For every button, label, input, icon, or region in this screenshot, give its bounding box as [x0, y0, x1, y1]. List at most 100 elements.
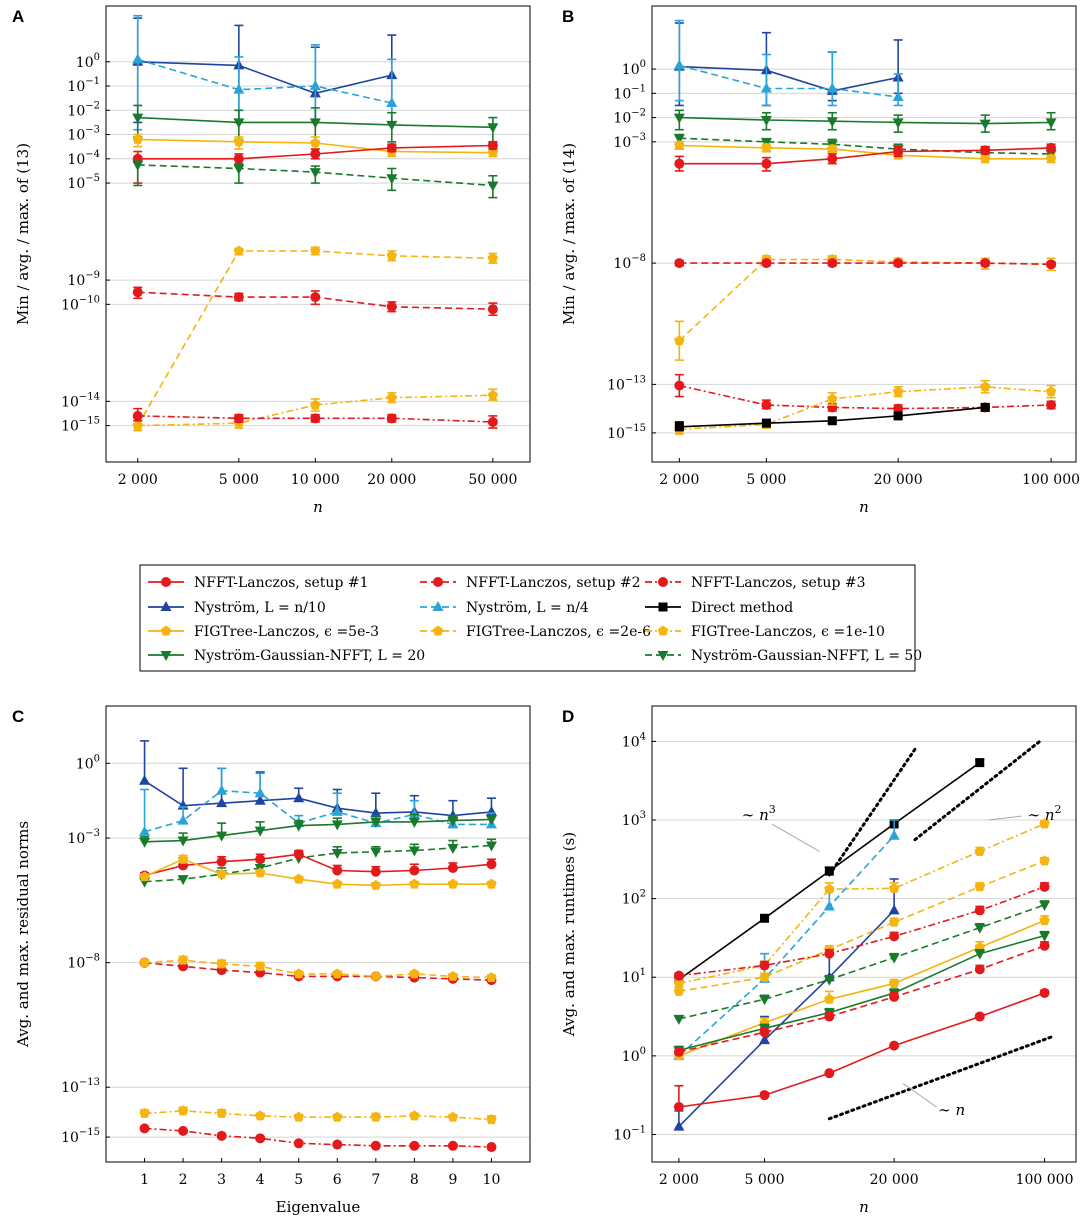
y-tick-label: 10−2	[613, 108, 646, 127]
data-point	[255, 1133, 266, 1144]
data-point	[673, 1046, 684, 1057]
data-point	[293, 792, 305, 803]
data-point	[1039, 818, 1050, 829]
x-tick-label: 20 000	[870, 1172, 919, 1188]
y-tick-label: 10−3	[67, 828, 100, 847]
data-point	[974, 881, 985, 892]
data-point	[1039, 900, 1051, 911]
data-point	[132, 410, 143, 421]
data-point	[332, 865, 343, 876]
x-tick-label: 5 000	[219, 472, 259, 488]
y-axis-label: Min / avg. / max. of (13)	[14, 143, 32, 325]
series-nfft3	[139, 1123, 497, 1153]
data-point	[386, 413, 397, 424]
data-point	[370, 1111, 382, 1122]
data-point	[408, 846, 420, 857]
series-nys4	[673, 19, 904, 107]
annotation-pointer	[902, 1082, 937, 1108]
series-fig3	[139, 1105, 497, 1125]
x-tick-label: 2	[179, 1172, 188, 1188]
plot-frame	[105, 5, 531, 463]
series-line-g50	[679, 137, 1052, 155]
data-point	[980, 402, 990, 412]
legend-item-nfft3: NFFT-Lanczos, setup #3	[645, 575, 866, 591]
data-point	[310, 137, 321, 148]
data-point	[132, 53, 144, 64]
series-line-nys10	[679, 65, 899, 92]
x-tick-label: 100 000	[1022, 472, 1080, 488]
series-line-nfft2	[679, 262, 1052, 266]
data-point	[309, 80, 321, 91]
data-point	[760, 913, 770, 923]
panel-d-chart: D 10−1 100 101 102 103 104 2 000 5 000 20 000 100 …	[560, 705, 1077, 1216]
data-point	[309, 168, 321, 179]
reference-line-n2	[913, 739, 1042, 842]
data-point	[216, 797, 228, 808]
data-point	[177, 853, 189, 864]
series-fig3	[132, 388, 499, 432]
data-point	[487, 140, 498, 151]
y-tick-label: 10−1	[613, 83, 646, 102]
data-point	[370, 817, 382, 828]
data-point	[216, 831, 228, 842]
x-tick-label: 8	[410, 1172, 419, 1188]
series-line-fig1	[144, 858, 492, 887]
data-point	[293, 873, 304, 884]
legend-marker	[658, 602, 668, 612]
panel-letter-d: D	[562, 707, 574, 726]
data-point	[310, 413, 321, 424]
data-point	[1039, 931, 1051, 942]
legend-item-fig3: FIGTree-Lanczos, ϵ =1e-10	[645, 624, 885, 640]
legend-label: FIGTree-Lanczos, ϵ =5e-3	[194, 624, 379, 640]
data-point	[233, 136, 245, 147]
series-fig2	[674, 253, 1057, 361]
series-line-nys4	[678, 835, 895, 1057]
x-tick-label: 20 000	[367, 472, 416, 488]
data-point	[759, 971, 770, 982]
data-point	[888, 978, 900, 988]
x-tick-label: 10	[483, 1172, 501, 1188]
series-line-nfft1	[678, 992, 1045, 1108]
data-point	[759, 1027, 770, 1038]
data-point	[824, 1011, 835, 1022]
data-point	[447, 844, 459, 855]
data-point	[760, 116, 772, 126]
data-point	[254, 826, 266, 837]
data-point	[386, 250, 398, 261]
data-point	[331, 805, 343, 816]
data-point	[331, 820, 343, 831]
data-point	[216, 856, 227, 867]
series-line-fig2	[678, 258, 1052, 342]
y-tick-label: 10−8	[613, 253, 646, 272]
x-tick-label: 4	[256, 1172, 265, 1188]
data-point	[331, 849, 343, 860]
data-point	[132, 113, 144, 124]
data-point	[254, 960, 266, 971]
y-tick-label: 10−14	[61, 391, 100, 410]
series-fig3	[673, 818, 1050, 988]
legend-item-direct: Direct method	[645, 600, 793, 616]
series-line-nfft3	[144, 1127, 492, 1148]
series-nfft1	[132, 140, 498, 184]
series-nfft2	[132, 286, 498, 317]
annotation-label: ∼ n3	[742, 803, 776, 824]
series-line-g50	[144, 844, 492, 883]
panel-letter-a: A	[12, 7, 24, 26]
data-point	[332, 1111, 343, 1122]
data-point	[892, 90, 904, 101]
panel-letter-c: C	[12, 707, 24, 726]
data-point	[370, 879, 382, 890]
data-point	[761, 142, 772, 153]
series-g50	[673, 900, 1051, 1025]
data-point	[974, 1011, 985, 1022]
data-point	[332, 1139, 343, 1150]
series-fig1	[674, 139, 1057, 164]
data-point	[177, 814, 189, 825]
data-point	[673, 59, 685, 70]
series-line-g50	[678, 904, 1045, 1020]
data-point	[824, 883, 835, 894]
series-line-fig1	[679, 144, 1052, 160]
data-point	[409, 1110, 420, 1121]
data-point	[310, 148, 321, 159]
data-point	[233, 153, 244, 164]
